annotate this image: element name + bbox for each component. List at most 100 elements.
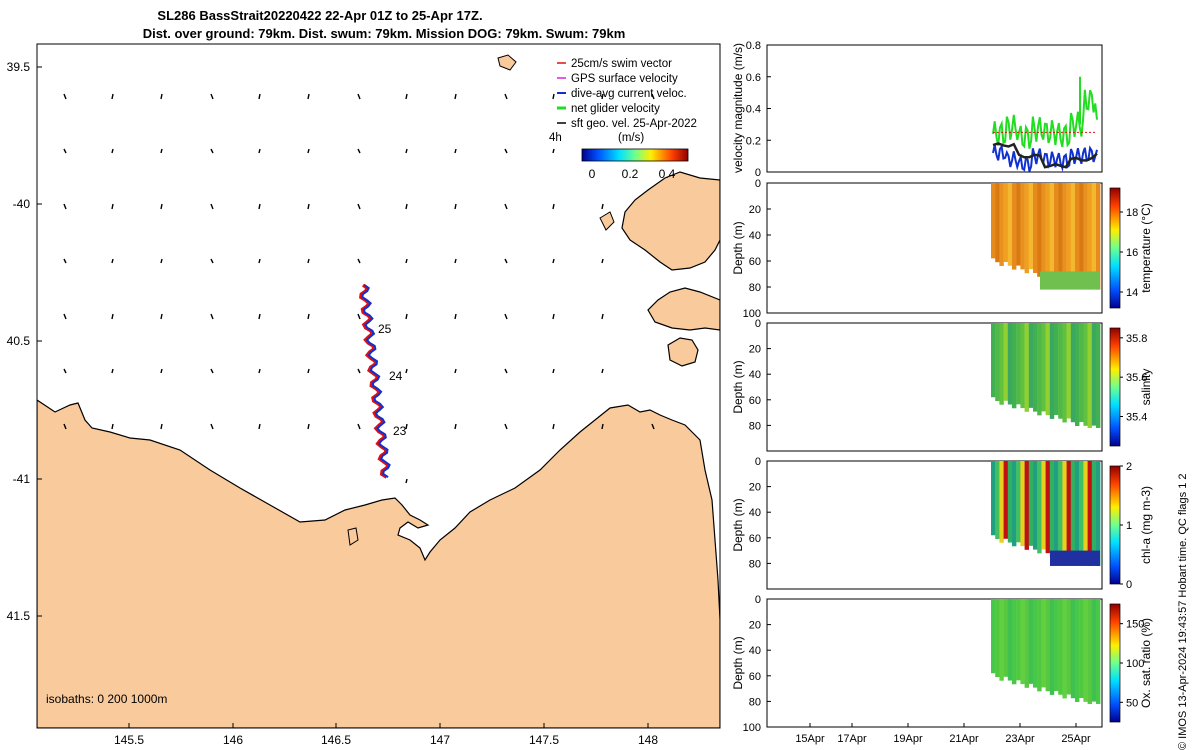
- section-data-column: [995, 323, 1000, 401]
- colorbar-tick: 18: [1126, 207, 1138, 219]
- dive-avg-current-track: [361, 284, 391, 478]
- map-x-axis: 145.5 146 146.5 147 147.5 148: [114, 723, 658, 747]
- section-data-column: [1024, 461, 1029, 550]
- section-colorbar: [1109, 465, 1121, 585]
- geo-velocity-arrow: [307, 93, 310, 100]
- section-data-column: [1091, 461, 1097, 564]
- section-colorbar: [1109, 327, 1121, 447]
- tasmania-land: [37, 399, 720, 728]
- depth-tick: 20: [749, 482, 761, 494]
- map-x-tick: 147.5: [529, 733, 559, 747]
- section-data-column: [1041, 599, 1046, 688]
- section-data-column: [1016, 461, 1021, 543]
- section-data-column: [999, 599, 1004, 681]
- section-data-column: [1028, 323, 1034, 408]
- map-y-tick: 40.5: [7, 334, 31, 348]
- section-data-column: [1075, 183, 1080, 288]
- geo-velocity-arrow: [357, 148, 361, 154]
- map-x-tick: 148: [638, 733, 658, 747]
- colorbar-tick: 0: [589, 167, 596, 181]
- geo-velocity-arrow: [63, 203, 67, 210]
- section-data-column: [999, 183, 1004, 266]
- legend-item-swim-vector: 25cm/s swim vector: [557, 58, 672, 70]
- legend-item-sft-geo-vel: sft geo. vel. 25-Apr-2022: [557, 118, 697, 130]
- map-legend: 25cm/s swim vector GPS surface velocity …: [549, 58, 697, 181]
- map-x-tick: 145.5: [114, 733, 144, 747]
- geo-velocity-arrow: [504, 203, 508, 210]
- geo-velocity-arrow: [601, 368, 604, 374]
- time-tick: 17Apr: [837, 733, 867, 745]
- section-data-column: [1028, 599, 1034, 684]
- geo-velocity-arrow: [307, 148, 310, 154]
- section-data-column: [1087, 461, 1092, 566]
- colorbar-tick: 35.8: [1126, 333, 1147, 345]
- section-data-column: [1003, 599, 1008, 677]
- geo-velocity-arrow: [111, 313, 114, 320]
- figure-title-line1: SL286 BassStrait20220422 22-Apr 01Z to 2…: [157, 8, 482, 23]
- geo-velocity-arrow: [160, 313, 163, 320]
- section-data-column: [1062, 183, 1067, 284]
- geo-velocity-arrow: [307, 258, 310, 264]
- section-data-column: [1045, 461, 1050, 554]
- section-data-column: [1075, 323, 1080, 426]
- depth-tick: 0: [755, 456, 761, 468]
- geo-velocity-arrow: [210, 93, 214, 100]
- colorbar-label: temperature (°C): [1139, 203, 1153, 293]
- section-data-column: [1062, 323, 1067, 423]
- geo-velocity-arrow: [160, 203, 163, 210]
- section-data-column: [1045, 323, 1050, 416]
- section-data-column: [1016, 323, 1021, 405]
- geo-velocity-arrow: [601, 203, 604, 210]
- section-data-column: [1083, 599, 1088, 702]
- geo-velocity-arrow: [454, 203, 457, 210]
- colorbar-tick: 14: [1126, 287, 1138, 299]
- section-data-column: [1062, 599, 1067, 699]
- geo-velocity-arrow: [504, 313, 508, 320]
- geo-velocity-arrow: [210, 258, 214, 264]
- section-data-column: [1028, 461, 1034, 546]
- section-data-column: [1037, 183, 1042, 277]
- section-data-column: [1066, 323, 1071, 419]
- velocity-series-line: [992, 89, 1098, 149]
- depth-tick: 20: [749, 344, 761, 356]
- section-data-column: [1079, 461, 1084, 561]
- geo-velocity-arrow: [552, 148, 555, 154]
- legend-label: dive-avg current veloc.: [571, 88, 687, 100]
- depth-axis-label: Depth (m): [731, 360, 745, 413]
- colorbar-tick: 50: [1126, 697, 1138, 709]
- time-tick: 23Apr: [1005, 733, 1035, 745]
- geo-velocity-arrow: [210, 203, 214, 210]
- section-data-column: [1045, 599, 1050, 692]
- section-data-column: [1007, 323, 1013, 405]
- colorbar-label: Ox. sat. ratio (%): [1139, 618, 1153, 708]
- geo-velocity-arrow: [258, 313, 261, 320]
- section-data-column: [1041, 183, 1046, 273]
- depth-tick: 100: [743, 722, 761, 734]
- geo-velocity-arrow: [63, 93, 67, 100]
- geo-velocity-arrow: [258, 203, 261, 210]
- colorbar-label: chl-a (mg m-3): [1139, 486, 1153, 564]
- colorbar-tick: 16: [1126, 247, 1138, 259]
- geo-velocity-arrow: [357, 258, 361, 264]
- geo-velocity-arrow: [405, 478, 408, 484]
- section-data-column: [1087, 599, 1092, 704]
- section-data-column: [991, 323, 996, 398]
- geo-velocity-arrow: [405, 203, 408, 210]
- legend-label: GPS surface velocity: [571, 73, 678, 85]
- geo-velocity-arrow: [258, 258, 261, 264]
- section-data-column: [1070, 461, 1076, 561]
- geo-velocity-arrow: [405, 148, 408, 154]
- section-data-column: [1058, 461, 1063, 557]
- section-data-column: [1070, 183, 1076, 284]
- depth-axis-label: Depth (m): [731, 221, 745, 274]
- colorbar-tick: 0: [1126, 579, 1132, 591]
- geo-velocity-arrow: [454, 368, 457, 374]
- section-data-column: [1007, 461, 1013, 543]
- map-x-tick: 146.5: [321, 733, 351, 747]
- geo-velocity-arrow: [307, 423, 310, 430]
- geo-velocity-arrow: [63, 423, 67, 430]
- section-data-column: [1091, 183, 1097, 288]
- depth-tick: 100: [743, 308, 761, 320]
- velocity-y-tick: 0.2: [746, 135, 761, 147]
- depth-tick: 0: [755, 178, 761, 190]
